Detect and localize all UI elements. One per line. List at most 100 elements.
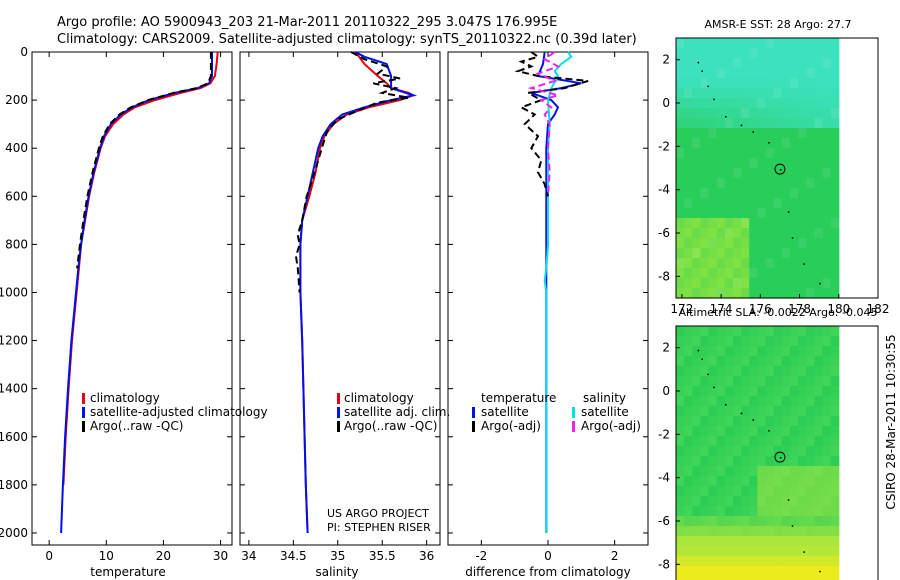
map-cell [765, 426, 775, 437]
map-cell [700, 128, 710, 139]
map-cell [822, 278, 832, 289]
map-cell [798, 366, 807, 377]
map-cell [781, 278, 791, 289]
map-cell [781, 416, 791, 427]
map-cell [806, 536, 815, 547]
map-cell [773, 108, 783, 119]
map-cell [692, 406, 702, 417]
map-cell [749, 436, 758, 447]
map-cell [822, 178, 832, 189]
map-cell [757, 158, 767, 169]
map-cell [684, 198, 693, 209]
map-cell [781, 198, 791, 209]
map-cell [700, 218, 710, 229]
map-cell [741, 576, 750, 580]
map-cell [749, 108, 758, 119]
map-cell [692, 208, 702, 219]
map-cell [765, 158, 775, 169]
track-dot [803, 263, 805, 265]
map-cell [716, 258, 726, 269]
map-cell [692, 506, 702, 517]
map-cell [692, 566, 702, 577]
map-cell [749, 128, 758, 139]
map-cell [684, 98, 693, 109]
map-cell [676, 118, 685, 129]
map-cell [700, 456, 710, 467]
map-cell [814, 258, 824, 269]
map-cell [765, 526, 775, 537]
map-cell [822, 516, 832, 527]
map-cell [806, 178, 815, 189]
map-cell [692, 128, 702, 139]
map-cell [757, 88, 767, 99]
map-cell [798, 248, 807, 259]
map-cell [806, 148, 815, 159]
map-cell [822, 78, 832, 89]
map-cell [716, 396, 726, 407]
map-cell [822, 148, 832, 159]
map-cell [700, 356, 710, 367]
map-cell [708, 376, 718, 387]
map-cell [732, 516, 742, 527]
map-cell [822, 238, 832, 249]
salinity-panel [239, 51, 441, 546]
map-cell [789, 466, 799, 477]
map-cell [757, 248, 767, 259]
map-cell [724, 476, 734, 487]
legend-swatch-temp-satellite [472, 407, 475, 418]
map-cell [781, 98, 791, 109]
map-cell [806, 168, 815, 179]
map-cell [700, 278, 710, 289]
map-cell [692, 118, 702, 129]
map-cell [814, 576, 824, 580]
series-line-argo-temperature-diff [514, 51, 589, 197]
map-cell [798, 376, 807, 387]
map-cell [684, 356, 693, 367]
x-tick-label: 172 [670, 302, 693, 316]
map-cell [692, 516, 702, 527]
salinity-axis-label: salinity [315, 565, 358, 579]
map-cell [789, 218, 799, 229]
map-cell [741, 496, 750, 507]
map-cell [806, 288, 815, 299]
map-cell [724, 516, 734, 527]
map-cell [814, 178, 824, 189]
temperature-series [60, 51, 219, 534]
map-cell [724, 496, 734, 507]
map-cell [741, 536, 750, 547]
track-dot [701, 70, 703, 72]
map-cell [692, 98, 702, 109]
map-cell [741, 476, 750, 487]
map-cell [684, 178, 693, 189]
map-cell [830, 48, 840, 59]
map-cell [692, 78, 702, 89]
map-cell [684, 138, 693, 149]
map-cell [732, 496, 742, 507]
map-cell [741, 48, 750, 59]
map-cell [708, 556, 718, 567]
series-line-satellite-adj-clim- [299, 51, 418, 534]
map-cell [724, 556, 734, 567]
map-cell [773, 188, 783, 199]
map-cell [806, 336, 815, 347]
map-cell [749, 506, 758, 517]
legend-swatch-sal-satellite [572, 407, 575, 418]
map-cell [773, 148, 783, 159]
map-cell [814, 406, 824, 417]
map-cell [789, 228, 799, 239]
map-cell [765, 128, 775, 139]
map-cell [798, 506, 807, 517]
map-cell [789, 88, 799, 99]
map-cell [676, 148, 685, 159]
map-cell [749, 248, 758, 259]
map-cell [814, 366, 824, 377]
map-cell [822, 288, 832, 299]
map-cell [781, 366, 791, 377]
map-cell [676, 576, 685, 580]
map-cell [798, 108, 807, 119]
map-cell [700, 68, 710, 79]
map-cell [684, 406, 693, 417]
map-cell [789, 248, 799, 259]
map-cell [708, 238, 718, 249]
map-cell [814, 496, 824, 507]
